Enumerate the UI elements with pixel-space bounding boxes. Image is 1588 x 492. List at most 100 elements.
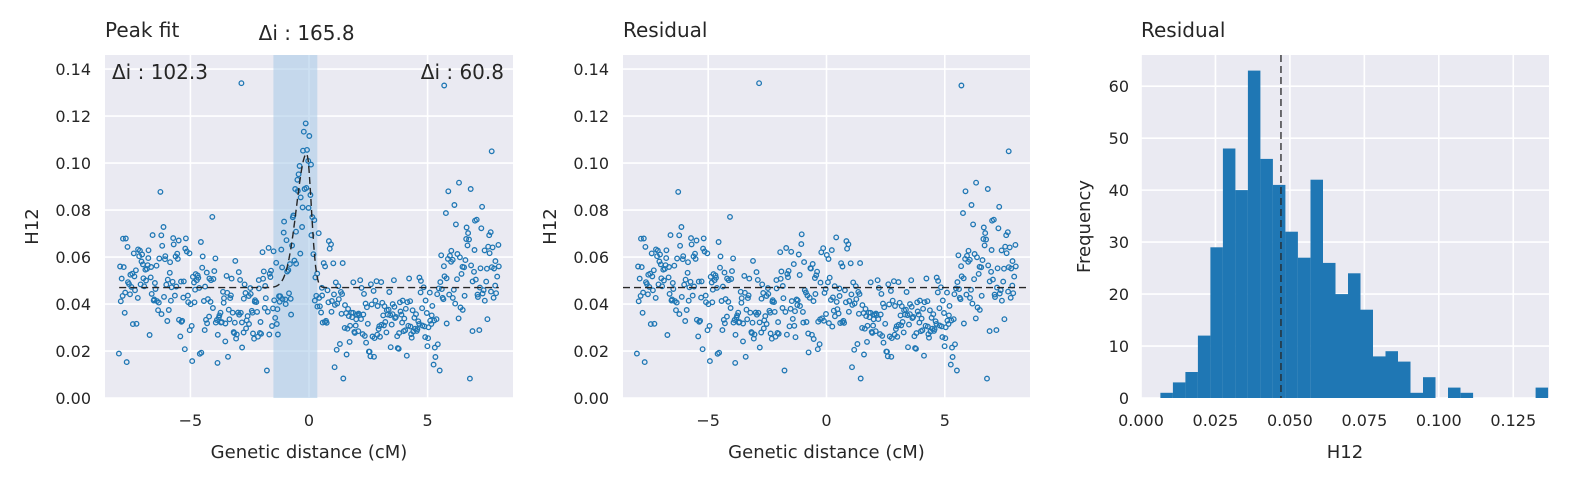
data-point: [756, 80, 763, 87]
histogram-bar: [1360, 309, 1373, 398]
data-point: [780, 295, 787, 302]
data-point: [282, 301, 289, 308]
data-point: [816, 341, 823, 348]
data-point: [155, 307, 162, 314]
data-point: [225, 306, 232, 313]
data-point: [424, 343, 431, 350]
data-point: [481, 247, 488, 254]
data-point: [697, 317, 704, 324]
data-point: [467, 186, 474, 192]
data-point: [347, 322, 354, 329]
data-point: [864, 338, 870, 345]
data-point: [446, 252, 453, 259]
data-point: [747, 309, 754, 316]
data-point: [841, 319, 848, 326]
histogram-bar: [1285, 231, 1298, 398]
data-point: [161, 293, 167, 300]
data-point: [156, 255, 163, 262]
data-point: [831, 283, 838, 290]
data-point: [207, 298, 214, 305]
data-point: [741, 272, 748, 279]
histogram-bar: [1210, 247, 1223, 398]
data-point: [155, 299, 162, 306]
data-point: [361, 332, 368, 339]
data-point: [216, 312, 223, 319]
histogram-bar: [1310, 179, 1323, 398]
x-tick-label: 5: [940, 411, 950, 430]
data-point: [797, 303, 803, 309]
data-point: [973, 179, 980, 186]
data-point: [635, 298, 642, 305]
data-point: [396, 330, 403, 337]
data-point: [378, 279, 385, 286]
data-point: [721, 320, 728, 327]
data-point: [656, 258, 663, 265]
data-point: [781, 367, 788, 374]
data-point: [407, 323, 414, 330]
data-point: [395, 345, 402, 352]
data-point: [481, 297, 488, 304]
data-point: [346, 338, 353, 345]
data-point: [1006, 244, 1013, 251]
panel-title: Residual: [1141, 18, 1225, 42]
data-point: [985, 262, 992, 269]
data-point: [255, 285, 262, 292]
data-point: [127, 291, 133, 298]
y-tick-label: 0.00: [55, 389, 91, 408]
data-point: [311, 217, 318, 224]
data-point: [262, 295, 269, 302]
data-point: [798, 231, 805, 238]
data-point: [440, 263, 447, 270]
data-point: [247, 290, 254, 297]
data-point: [389, 311, 396, 318]
data-point: [445, 188, 452, 195]
data-point: [825, 320, 832, 327]
data-point: [342, 302, 348, 309]
data-point: [677, 242, 684, 249]
data-point: [477, 265, 484, 272]
data-point: [802, 289, 809, 296]
data-point: [647, 321, 654, 328]
fit-curve: [119, 152, 499, 289]
data-point: [254, 308, 261, 315]
data-point: [941, 343, 948, 350]
data-point: [432, 354, 439, 360]
data-point: [663, 247, 670, 254]
data-point: [650, 267, 657, 274]
data-point: [474, 291, 481, 298]
data-point: [885, 281, 892, 288]
data-point: [454, 276, 460, 283]
data-point: [392, 314, 399, 320]
data-point: [641, 359, 648, 366]
data-point: [1012, 263, 1019, 270]
data-point: [209, 213, 216, 220]
data-point: [845, 308, 852, 315]
data-point: [949, 354, 956, 360]
data-point: [436, 367, 443, 374]
data-point: [749, 319, 756, 326]
data-point: [665, 274, 672, 281]
data-point: [861, 351, 867, 358]
data-point: [881, 304, 888, 311]
data-point: [1001, 316, 1008, 323]
data-point: [936, 305, 943, 312]
data-point: [763, 321, 770, 327]
data-point: [209, 305, 216, 311]
data-point: [479, 203, 486, 210]
data-point: [801, 259, 808, 266]
data-point: [700, 245, 707, 252]
data-point: [884, 353, 891, 360]
data-point: [955, 252, 962, 259]
data-point: [438, 252, 445, 259]
histogram-bar: [1323, 262, 1336, 398]
data-point: [848, 291, 855, 298]
data-point: [633, 350, 640, 357]
data-point: [849, 364, 855, 371]
data-point: [685, 297, 692, 304]
data-point: [962, 188, 969, 195]
data-point: [305, 204, 312, 211]
data-point: [702, 292, 709, 299]
x-tick-label: 0.025: [1193, 411, 1239, 430]
histogram-bar: [1460, 392, 1474, 398]
data-point: [461, 264, 468, 271]
